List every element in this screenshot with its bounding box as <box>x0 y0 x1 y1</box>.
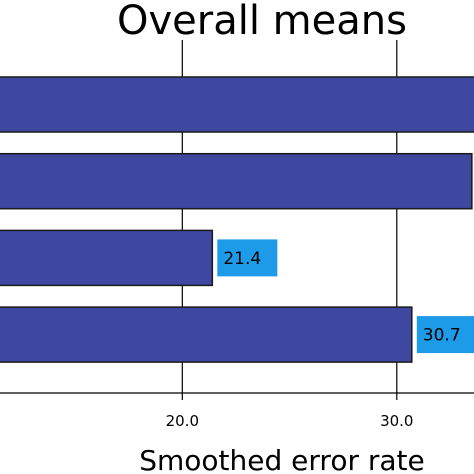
x-tick-label: 20.0 <box>166 412 199 430</box>
bar <box>0 152 473 210</box>
bar <box>0 76 474 133</box>
x-axis-label: Smoothed error rate <box>139 444 425 474</box>
bar <box>0 306 413 363</box>
data-label-box <box>217 239 278 277</box>
x-axis-ticks: 20.0 30.0 <box>166 393 413 430</box>
data-label: 21.4 <box>223 249 261 269</box>
x-tick-label: 30.0 <box>380 412 413 430</box>
bar <box>0 229 214 287</box>
data-label: 30.7 <box>423 326 461 346</box>
data-labels: 21.4 30.7 <box>217 239 474 354</box>
bars <box>0 76 474 363</box>
chart-title: Overall means <box>117 0 407 44</box>
data-label-box <box>416 316 474 354</box>
